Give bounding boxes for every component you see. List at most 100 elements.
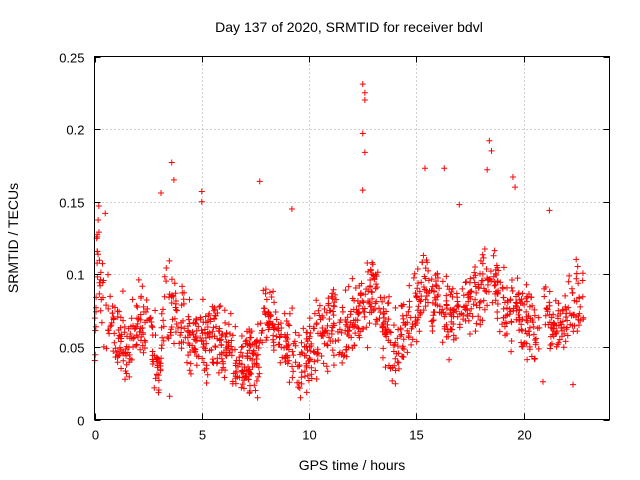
data-point	[202, 313, 209, 320]
data-point	[434, 270, 441, 277]
data-point	[301, 343, 308, 350]
data-point	[416, 328, 423, 335]
data-point	[383, 333, 390, 340]
data-point	[359, 81, 366, 88]
y-tick-label: 0.15	[59, 196, 84, 211]
data-point	[263, 334, 270, 341]
data-point	[479, 251, 486, 258]
data-point	[369, 295, 376, 302]
data-point	[429, 299, 436, 306]
data-point	[125, 325, 132, 332]
data-point	[301, 352, 308, 359]
data-point	[360, 299, 367, 306]
data-point	[296, 385, 303, 392]
data-point	[561, 330, 568, 337]
data-point	[114, 354, 121, 361]
data-point	[157, 366, 164, 373]
data-point	[448, 313, 455, 320]
data-point	[126, 373, 133, 380]
data-point	[260, 305, 267, 312]
data-point	[330, 322, 337, 329]
data-point	[256, 370, 263, 377]
data-point	[308, 371, 315, 378]
data-point	[239, 343, 246, 350]
data-point	[133, 342, 140, 349]
data-point	[368, 309, 375, 316]
data-point	[127, 355, 134, 362]
data-point	[193, 353, 200, 360]
data-point	[324, 342, 331, 349]
data-point	[238, 344, 245, 351]
data-point	[254, 394, 261, 401]
data-point	[472, 272, 479, 279]
data-point	[345, 283, 352, 290]
data-point	[490, 252, 497, 259]
data-point	[530, 323, 537, 330]
data-point	[223, 347, 230, 354]
data-point	[370, 272, 377, 279]
data-point	[515, 290, 522, 297]
data-point	[139, 283, 146, 290]
data-point	[178, 319, 185, 326]
data-point	[152, 375, 159, 382]
data-point	[273, 333, 280, 340]
data-point	[119, 288, 126, 295]
data-point	[212, 344, 219, 351]
data-point	[229, 378, 236, 385]
data-point	[349, 275, 356, 282]
data-point	[473, 302, 480, 309]
data-point	[349, 323, 356, 330]
data-point	[141, 345, 148, 352]
data-point	[475, 313, 482, 320]
data-point	[516, 296, 523, 303]
data-point	[185, 327, 192, 334]
data-point	[364, 344, 371, 351]
data-point	[366, 320, 373, 327]
data-point	[100, 343, 107, 350]
data-point	[443, 305, 450, 312]
data-point	[271, 326, 278, 333]
data-point	[421, 165, 428, 172]
data-point	[562, 338, 569, 345]
data-point	[279, 354, 286, 361]
data-point	[206, 329, 213, 336]
data-point	[531, 337, 538, 344]
data-point	[512, 299, 519, 306]
data-point	[133, 341, 140, 348]
data-point	[404, 349, 411, 356]
data-point	[579, 270, 586, 277]
data-point	[243, 337, 250, 344]
data-point	[118, 365, 125, 372]
data-point	[246, 368, 253, 375]
x-tick-label: 15	[409, 428, 423, 443]
data-point	[481, 306, 488, 313]
data-point	[243, 328, 250, 335]
data-point	[351, 323, 358, 330]
data-point	[559, 327, 566, 334]
data-point	[380, 314, 387, 321]
data-point	[475, 284, 482, 291]
data-point	[571, 297, 578, 304]
data-point	[564, 332, 571, 339]
data-point	[131, 326, 138, 333]
data-point	[494, 300, 501, 307]
data-point	[180, 300, 187, 307]
data-point	[286, 322, 293, 329]
data-point	[133, 302, 140, 309]
data-point	[562, 303, 569, 310]
data-point	[130, 343, 137, 350]
data-point	[550, 319, 557, 326]
data-point	[342, 321, 349, 328]
data-point	[273, 316, 280, 323]
data-point	[179, 289, 186, 296]
data-point	[394, 359, 401, 366]
data-point	[518, 343, 525, 350]
data-point	[228, 337, 235, 344]
data-point	[282, 353, 289, 360]
data-point	[210, 307, 217, 314]
data-point	[357, 290, 364, 297]
data-point	[456, 201, 463, 208]
data-point	[516, 327, 523, 334]
data-point	[161, 273, 168, 280]
data-point	[526, 346, 533, 353]
